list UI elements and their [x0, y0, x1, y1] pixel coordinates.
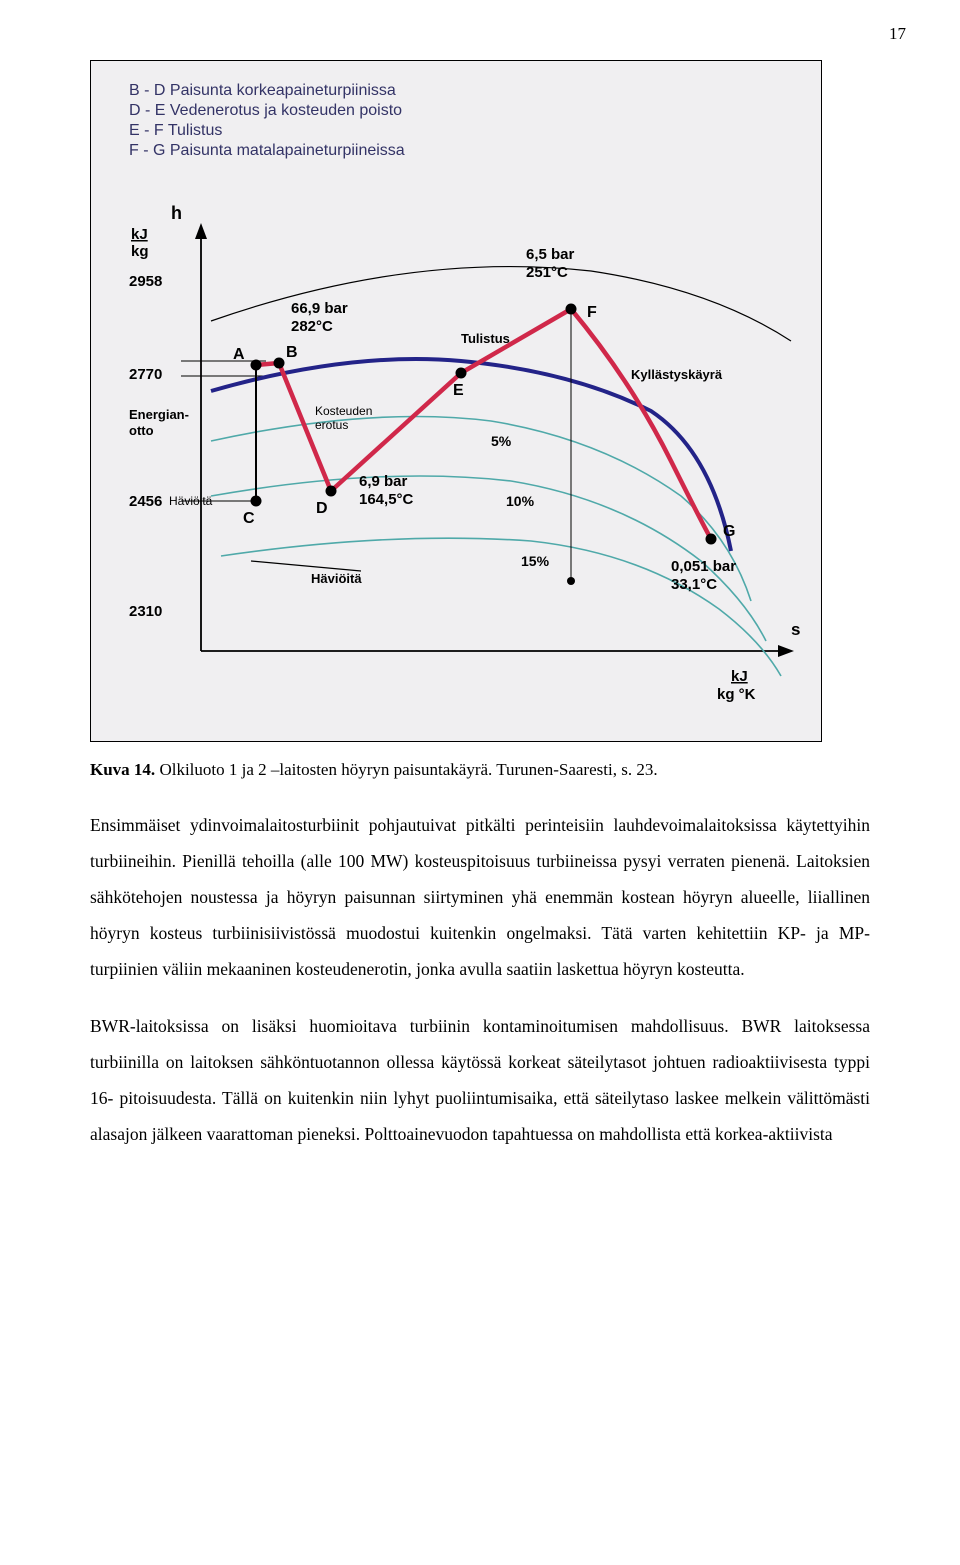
legend-line-2: D - E Vedenerotus ja kosteuden poisto — [129, 102, 402, 119]
x-unit-bot: kg °K — [717, 686, 756, 703]
ann-d-bar: 6,9 bar — [359, 473, 408, 490]
point-E — [456, 368, 467, 379]
ann-ab-bar: 66,9 bar — [291, 300, 348, 317]
loss-line-lower — [251, 561, 361, 571]
figure-hs-diagram: B - D Paisunta korkeapaineturpiinissa D … — [90, 60, 822, 742]
paragraph-1: Ensimmäiset ydinvoimalaitosturbiinit poh… — [90, 808, 870, 987]
ann-energian1: Energian- — [129, 407, 189, 422]
ytick-2456: 2456 — [129, 493, 162, 510]
x-axis-arrow — [778, 645, 794, 657]
label-G: G — [723, 523, 735, 540]
point-D — [326, 486, 337, 497]
ann-havioita2: Häviöitä — [311, 571, 362, 586]
caption-rest: Olkiluoto 1 ja 2 –laitosten höyryn paisu… — [155, 760, 657, 779]
point-A — [251, 360, 262, 371]
ann-10pct: 10% — [506, 493, 535, 509]
point-G — [706, 534, 717, 545]
ann-ab-temp: 282°C — [291, 318, 333, 335]
label-F: F — [587, 304, 597, 321]
ytick-2310: 2310 — [129, 603, 162, 620]
ann-kosteuden: Kosteuden — [315, 404, 372, 418]
caption-bold: Kuva 14. — [90, 760, 155, 779]
ann-g-temp: 33,1°C — [671, 576, 717, 593]
curve-5pct — [211, 417, 751, 602]
label-E: E — [453, 382, 464, 399]
paragraph-2: BWR-laitoksissa on lisäksi huomioitava t… — [90, 1009, 870, 1153]
y-label: h — [171, 203, 182, 223]
ann-d-temp: 164,5°C — [359, 491, 414, 508]
ann-energian2: otto — [129, 423, 154, 438]
y-unit-bot: kg — [131, 243, 149, 260]
y-axis-arrow — [195, 223, 207, 239]
point-F-lower — [567, 577, 575, 585]
point-B — [274, 358, 285, 369]
ann-havioita1: Häviöitä — [169, 494, 213, 508]
ann-f-bar: 6,5 bar — [526, 246, 575, 263]
ann-kyllastys: Kyllästyskäyrä — [631, 367, 723, 382]
label-B: B — [286, 344, 298, 361]
ann-f-temp: 251°C — [526, 264, 568, 281]
label-D: D — [316, 500, 328, 517]
y-unit-top: kJ — [131, 226, 148, 243]
point-F — [566, 304, 577, 315]
legend-line-1: B - D Paisunta korkeapaineturpiinissa — [129, 82, 396, 99]
ann-g-bar: 0,051 bar — [671, 558, 736, 575]
x-label: s — [791, 620, 800, 639]
point-C — [251, 496, 262, 507]
legend-line-4: F - G Paisunta matalapaineturpiineissa — [129, 142, 405, 159]
label-A: A — [233, 346, 245, 363]
page-number: 17 — [889, 24, 906, 44]
ann-tulistus: Tulistus — [461, 331, 510, 346]
legend-line-3: E - F Tulistus — [129, 122, 222, 139]
ann-15pct: 15% — [521, 553, 550, 569]
ytick-2770: 2770 — [129, 366, 162, 383]
figure-caption: Kuva 14. Olkiluoto 1 ja 2 –laitosten höy… — [90, 760, 870, 780]
ytick-2958: 2958 — [129, 273, 162, 290]
x-unit-top: kJ — [731, 668, 748, 685]
ann-erotus: erotus — [315, 418, 348, 432]
ann-5pct: 5% — [491, 433, 512, 449]
label-C: C — [243, 510, 255, 527]
